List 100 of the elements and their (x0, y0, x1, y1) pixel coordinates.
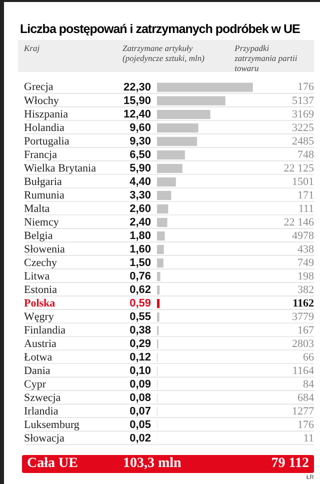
y-tick-label: Portugalia (24, 135, 70, 148)
text: 749 (298, 256, 314, 269)
y-tick-label: Estonia (24, 284, 58, 296)
data-label: 0,09 (130, 378, 151, 391)
text: 167 (298, 324, 314, 336)
text: 5137 (292, 94, 314, 107)
data-label: 0,12 (130, 352, 151, 364)
y-tick-label: Polska (24, 297, 56, 310)
data-label: 2,40 (130, 216, 151, 228)
y-tick-label: Szwecja (24, 392, 61, 404)
data-label: 1,50 (130, 257, 151, 270)
data-label: 15,90 (123, 94, 151, 107)
bar (157, 177, 176, 186)
text: 22 146 (284, 216, 314, 228)
text: 11 (303, 432, 314, 445)
bar (157, 96, 226, 106)
bar (157, 218, 168, 228)
text: 1277 (292, 406, 314, 418)
chart-title: Liczba postępowań i zatrzymanych podróbek w UE (19, 21, 301, 36)
text: 176 (298, 81, 314, 94)
text: Przypadki zatrzymania partii towaru (234, 43, 298, 73)
text: 1501 (292, 176, 314, 188)
bar (157, 82, 253, 92)
text: 176 (298, 419, 314, 432)
y-tick-label: Wielka Brytania (24, 162, 96, 174)
data-label: 2,60 (130, 202, 151, 215)
bar (157, 136, 197, 146)
y-tick-label: Luksemburg (24, 419, 80, 432)
data-label: 1,80 (130, 230, 151, 242)
text: 79 112 (271, 456, 309, 472)
text: 198 (298, 270, 314, 282)
text: 22 125 (284, 162, 314, 174)
text: Cała UE (27, 456, 79, 472)
data-label: 0,59 (130, 298, 151, 310)
bar (157, 298, 160, 308)
bar (157, 204, 168, 214)
y-tick-label: Słowenia (24, 243, 66, 256)
bar (157, 285, 160, 295)
text: 2485 (292, 135, 314, 148)
y-tick-label: Austria (24, 338, 56, 350)
data-label: 12,40 (123, 108, 151, 120)
y-tick-label: Dania (24, 364, 50, 377)
text: 1164 (292, 364, 314, 377)
text: 3169 (292, 108, 314, 120)
bar (157, 244, 164, 254)
data-label: 0,02 (130, 432, 151, 445)
data-label: 0,10 (130, 365, 151, 378)
text: 4978 (292, 230, 314, 242)
y-tick-label: Niemcy (24, 216, 60, 228)
text: 84 (303, 378, 314, 390)
y-tick-label: Francja (24, 148, 58, 161)
y-tick-label: Litwa (24, 270, 50, 282)
data-label: 5,90 (130, 162, 151, 174)
data-label: 0,38 (130, 324, 151, 337)
data-label: 22,30 (123, 81, 151, 94)
y-tick-label: Finlandia (24, 324, 66, 336)
text: 3225 (292, 122, 314, 134)
data-label: 4,40 (130, 176, 151, 188)
text: 2803 (292, 338, 314, 350)
y-tick-label: Belgia (24, 230, 53, 242)
y-tick-label: Łotwa (24, 351, 52, 364)
bar (157, 150, 185, 160)
text: 171 (298, 189, 314, 202)
data-label: 9,60 (130, 122, 151, 134)
y-axis-title: Kraj (24, 43, 41, 55)
y-tick-label: Malta (24, 202, 50, 215)
y-tick-label: Holandia (24, 122, 64, 134)
bar (157, 123, 198, 132)
data-label: 9,30 (130, 135, 151, 148)
bar (157, 110, 210, 119)
data-label: 1,60 (130, 244, 151, 256)
bar (157, 164, 182, 173)
y-tick-label: Rumunia (24, 189, 64, 202)
y-tick-label: Węgry (24, 310, 54, 323)
data-label: 0,08 (130, 392, 151, 404)
text: 382 (298, 284, 314, 296)
y-tick-label: Bułgaria (24, 176, 62, 188)
y-tick-label: Słowacja (24, 432, 64, 445)
text: 103,3 mln (123, 456, 182, 472)
text: 438 (298, 243, 314, 256)
text: 3779 (292, 310, 314, 323)
y-tick-label: Czechy (24, 256, 58, 269)
data-label: 0,55 (130, 311, 151, 324)
y-tick-label: Hiszpania (24, 108, 68, 120)
data-label: 3,30 (130, 189, 151, 202)
text: 111 (298, 202, 314, 215)
y-tick-label: Włochy (24, 94, 60, 107)
y-tick-label: Grecja (24, 81, 54, 94)
bar (157, 190, 172, 200)
x-axis-title: Zatrzymane artykuły (pojedyncze sztuki, mln) (122, 43, 206, 65)
bar (157, 258, 164, 268)
data-label: 0,05 (130, 419, 151, 432)
y-tick-label: Cypr (24, 378, 46, 390)
data-label: 0,62 (130, 284, 151, 296)
y-tick-label: Irlandia (24, 406, 58, 418)
bar (157, 231, 165, 241)
text: 66 (303, 351, 314, 364)
text: 748 (298, 148, 314, 161)
data-label: 0,29 (130, 338, 151, 350)
text: 1162 (292, 297, 314, 310)
